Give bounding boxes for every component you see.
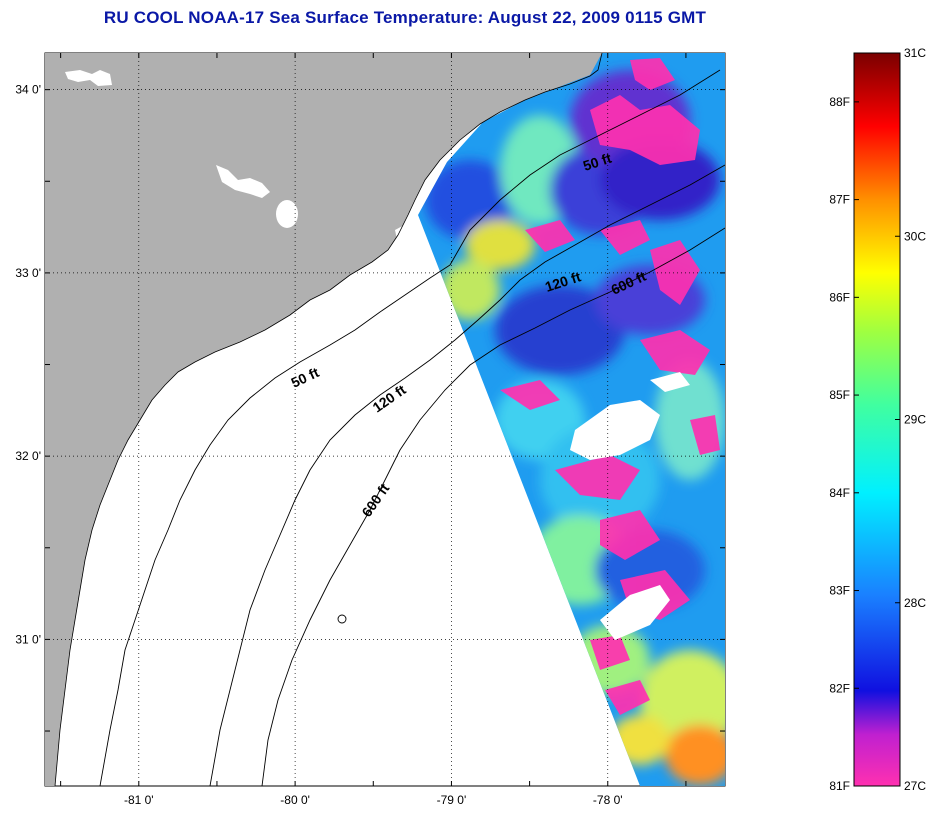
colorbar-f-label: 84F — [829, 486, 850, 500]
contour-50ft-east — [449, 69, 721, 266]
colorbar-f-label: 82F — [829, 681, 850, 695]
map-title: RU COOL NOAA-17 Sea Surface Temperature:… — [103, 8, 707, 27]
colorbar-c-label: 31C — [904, 46, 926, 60]
lat-tick-label: 31 0' — [15, 632, 41, 646]
colorbar-ticks — [854, 52, 900, 787]
map-axes — [45, 53, 725, 786]
lake-patch — [276, 200, 298, 228]
colorbar-c-label: 28C — [904, 596, 926, 610]
colorbar-f-label: 85F — [829, 388, 850, 402]
lat-tick-label: 32 0' — [15, 449, 41, 463]
lat-tick-label: 33 0' — [15, 266, 41, 280]
lon-tick-label: -80 0' — [280, 793, 310, 807]
land-mass — [45, 53, 602, 786]
lon-tick-label: -81 0' — [124, 793, 154, 807]
lat-tick-label: 34 0' — [15, 83, 41, 97]
lon-tick-label: -78 0' — [593, 793, 623, 807]
contour-50ft — [99, 264, 451, 786]
seamount-contour — [337, 614, 347, 624]
lon-tick-label: -79 0' — [437, 793, 467, 807]
colorbar-f-label: 86F — [829, 290, 850, 304]
coastline — [54, 53, 603, 786]
colorbar-labels: 88F 87F 86F 85F 84F 83F 82F 81F 31C 30C 29C 28C 27C — [829, 46, 926, 793]
lake-patch — [65, 70, 112, 86]
map-axis-labels: -81 0' -80 0' -79 0' -78 0' 34 0' 33 0' 32 0' 3… — [15, 83, 622, 807]
colorbar-c-label: 30C — [904, 229, 926, 243]
colorbar-f-label: 87F — [829, 193, 850, 207]
colorbar-f-label: 88F — [829, 95, 850, 109]
map-grid — [45, 53, 725, 786]
colorbar-c-label: 27C — [904, 779, 926, 793]
lake-patch — [216, 165, 270, 198]
colorbar — [853, 52, 901, 787]
colorbar-c-label: 29C — [904, 413, 926, 427]
colorbar-f-label: 83F — [829, 584, 850, 598]
contour-120ft — [209, 164, 725, 786]
colorbar-f-label: 81F — [829, 779, 850, 793]
